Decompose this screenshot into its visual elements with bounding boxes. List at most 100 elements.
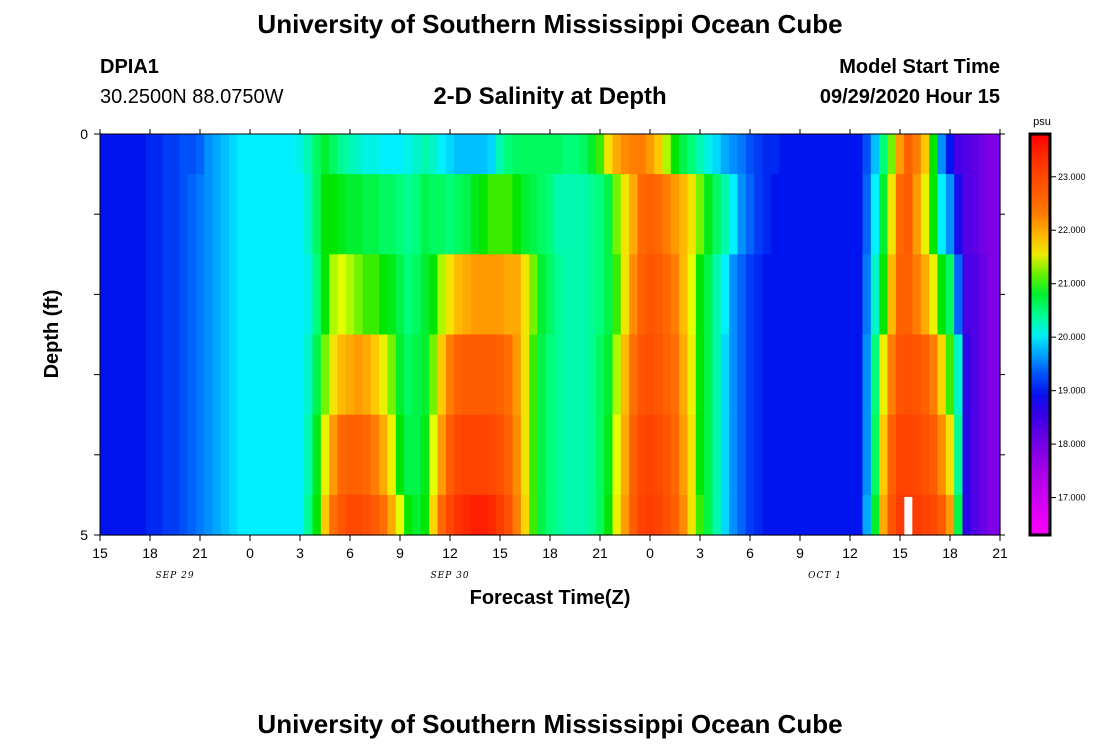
heatmap-cell (787, 334, 797, 416)
heatmap-cell (687, 494, 697, 536)
heatmap-cell (954, 134, 964, 175)
station-coords: 30.2500N 88.0750W (100, 86, 284, 108)
heatmap-cell (337, 134, 347, 175)
heatmap-cell (395, 494, 405, 536)
heatmap-cell (229, 254, 239, 336)
heatmap-cell (504, 134, 514, 175)
heatmap-cell (137, 134, 147, 175)
heatmap-cell (937, 334, 947, 416)
heatmap-cell (237, 414, 247, 496)
heatmap-cell (937, 494, 947, 536)
heatmap-cell (854, 414, 864, 496)
heatmap-cell (462, 134, 472, 175)
heatmap-cell (504, 414, 514, 496)
heatmap-cell (637, 254, 647, 336)
heatmap-cell (304, 334, 314, 416)
y-tick-label: 5 (80, 527, 88, 543)
heatmap-cell (712, 254, 722, 336)
heatmap-cells (100, 134, 1001, 536)
heatmap-cell (337, 254, 347, 336)
heatmap-cell (370, 334, 380, 416)
heatmap-cell (204, 334, 214, 416)
heatmap-cell (662, 414, 672, 496)
heatmap-cell (654, 414, 664, 496)
heatmap-cell (679, 494, 689, 536)
heatmap-cell (779, 134, 789, 175)
y-axis-label: Depth (ft) (41, 290, 63, 379)
heatmap-cell (745, 174, 755, 255)
heatmap-cell (929, 134, 939, 175)
heatmap-cell (520, 414, 530, 496)
heatmap-cell (395, 174, 405, 255)
heatmap-cell (545, 174, 555, 255)
heatmap-cell (345, 134, 355, 175)
heatmap-cell (487, 334, 497, 416)
heatmap-cell (362, 494, 372, 536)
heatmap-cell (720, 254, 730, 336)
heatmap-cell (462, 494, 472, 536)
heatmap-cell (120, 174, 130, 255)
heatmap-cell (312, 134, 322, 175)
heatmap-cell (812, 494, 822, 536)
heatmap-cell (554, 494, 564, 536)
heatmap-cell (770, 494, 780, 536)
heatmap-cell (812, 254, 822, 336)
heatmap-cell (279, 174, 289, 255)
x-tick-label: 12 (442, 545, 458, 561)
heatmap-cell (795, 414, 805, 496)
heatmap-cell (179, 254, 189, 336)
heatmap-cell (154, 414, 164, 496)
heatmap-cell (537, 134, 547, 175)
heatmap-cell (404, 494, 414, 536)
heatmap-cell (529, 334, 539, 416)
heatmap-cell (512, 134, 522, 175)
heatmap-cell (212, 174, 222, 255)
heatmap-cell (487, 494, 497, 536)
heatmap-cell (804, 494, 814, 536)
x-tick-label: 3 (696, 545, 704, 561)
heatmap-cell (604, 254, 614, 336)
heatmap-cell (204, 254, 214, 336)
heatmap-cell (887, 254, 897, 336)
colorbar-tick-label: 23.000 (1058, 172, 1086, 182)
heatmap-cell (279, 134, 289, 175)
heatmap-cell (629, 334, 639, 416)
heatmap-cell (779, 254, 789, 336)
heatmap-cell (404, 174, 414, 255)
heatmap-cell (770, 134, 780, 175)
heatmap-cell (100, 494, 105, 536)
heatmap-cell (670, 494, 680, 536)
heatmap-cell (112, 494, 122, 536)
heatmap-cell (229, 334, 239, 416)
colorbar-tick-label: 21.000 (1058, 279, 1086, 289)
heatmap-cell (962, 494, 972, 536)
colorbar-scale (1028, 132, 1052, 537)
heatmap-cell (162, 334, 172, 416)
heatmap-cell (162, 414, 172, 496)
heatmap-cell (129, 334, 139, 416)
heatmap-cell (420, 334, 430, 416)
heatmap-cell (220, 334, 230, 416)
date-label: OCT 1 (808, 571, 842, 581)
heatmap-cell (829, 174, 839, 255)
heatmap-cell (929, 414, 939, 496)
heatmap-cell (287, 134, 297, 175)
heatmap-cell (612, 414, 622, 496)
heatmap-cell (970, 494, 980, 536)
heatmap-cell (412, 174, 422, 255)
heatmap-cell (304, 494, 314, 536)
heatmap-cell (937, 414, 947, 496)
heatmap-cell (262, 174, 272, 255)
heatmap-cell (820, 174, 830, 255)
heatmap-cell (504, 174, 514, 255)
heatmap-cell (562, 334, 572, 416)
heatmap-cell (254, 414, 264, 496)
heatmap-cell (370, 254, 380, 336)
heatmap-cell (787, 254, 797, 336)
heatmap-cell (129, 254, 139, 336)
heatmap-cell (287, 174, 297, 255)
heatmap-cell (279, 414, 289, 496)
heatmap-cell (979, 254, 989, 336)
heatmap-cell (437, 414, 447, 496)
heatmap-cell (195, 414, 205, 496)
